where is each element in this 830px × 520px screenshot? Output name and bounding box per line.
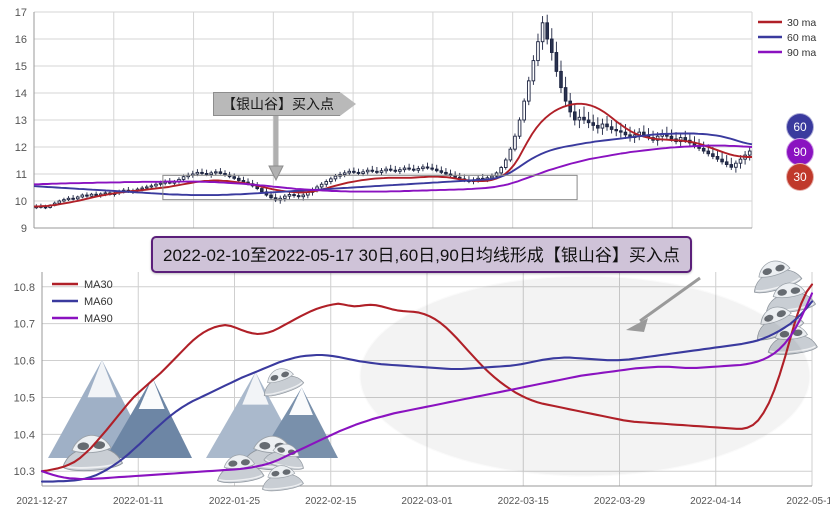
ma-detail-svg: 10.3 10.4 10.5 10.6 10.7 10.8 2021-12-27 2022-0…	[14, 260, 830, 507]
x-axis-tick: 2022-05-17	[786, 496, 830, 507]
y-axis-tick: 10.4	[14, 429, 35, 441]
y-axis-tick: 11	[16, 169, 27, 181]
y-axis-tick: 12	[15, 142, 27, 154]
y-axis-tick: 16	[15, 34, 27, 46]
price-candlestick-chart: 9 10 11 12 13 14 15 16 17 30 ma 60 ma 90 ma	[0, 0, 830, 245]
ma-line-MA90	[40, 292, 814, 481]
y-axis-tick: 17	[15, 7, 27, 19]
y-axis-tick: 10.8	[14, 282, 35, 294]
x-axis-tick: 2022-04-14	[690, 496, 742, 507]
y-axis-tick: 10.7	[14, 319, 35, 331]
ma-line-MA60	[40, 300, 814, 483]
legend-label: 60 ma	[787, 32, 816, 44]
y-axis-tick: 13	[15, 115, 27, 127]
x-axis-tick: 2022-03-29	[594, 496, 646, 507]
decoration-group	[48, 260, 818, 492]
legend-label: MA30	[84, 279, 113, 291]
x-axis-tick: 2022-01-25	[209, 496, 261, 507]
y-axis-tick: 10.5	[14, 392, 35, 404]
ma-line-60ma	[33, 132, 753, 197]
ma-detail-legend: MA30 MA60 MA90	[52, 279, 113, 325]
legend-label: MA90	[84, 313, 113, 325]
y-axis-tick: 9	[21, 223, 27, 235]
buy-point-annotation: 【银山谷】买入点	[213, 92, 356, 116]
silver-ingot	[62, 434, 124, 472]
y-axis-tick: 15	[15, 61, 27, 73]
price-chart-legend: 30 ma 60 ma 90 ma	[758, 17, 816, 59]
silver-ingot	[261, 465, 304, 492]
ma-line-90ma	[34, 144, 753, 193]
y-axis-tick: 10.6	[14, 356, 35, 368]
legend-label: 90 ma	[787, 47, 816, 59]
legend-label: MA60	[84, 296, 113, 308]
moving-average-detail-chart: 10.3 10.4 10.5 10.6 10.7 10.8 2021-12-27 2022-0…	[0, 258, 830, 520]
y-axis-tick: 10.3	[14, 466, 35, 478]
x-axis-tick: 2022-02-15	[305, 496, 357, 507]
buy-point-label: 【银山谷】买入点	[213, 92, 340, 116]
pointer-arrow-head	[268, 165, 284, 182]
highlight-arrow	[626, 276, 701, 332]
x-axis-tick: 2022-03-15	[498, 496, 550, 507]
x-axis-tick: 2021-12-27	[16, 496, 68, 507]
legend-label: 30 ma	[787, 17, 816, 29]
mountain-illustration	[48, 360, 192, 458]
y-axis-tick: 10	[15, 196, 27, 208]
banner-arrow-icon	[340, 92, 356, 116]
ma90-badge: 90	[786, 138, 814, 166]
x-axis-tick: 2022-01-11	[113, 496, 164, 507]
ma60-badge: 60	[786, 113, 814, 141]
price-chart-svg: 9 10 11 12 13 14 15 16 17 30 ma 60 ma 90 ma	[15, 7, 817, 235]
silver-ingot	[263, 368, 305, 397]
y-axis-tick: 14	[15, 88, 27, 100]
consolidation-box	[162, 174, 578, 201]
x-axis-tick: 2022-03-01	[401, 496, 453, 507]
chart-caption: 2022-02-10至2022-05-17 30日,60日,90日均线形成【银山…	[151, 236, 692, 273]
ma-line-30ma	[34, 102, 752, 208]
ma30-badge: 30	[786, 163, 814, 191]
ma-line-MA30	[40, 283, 814, 473]
